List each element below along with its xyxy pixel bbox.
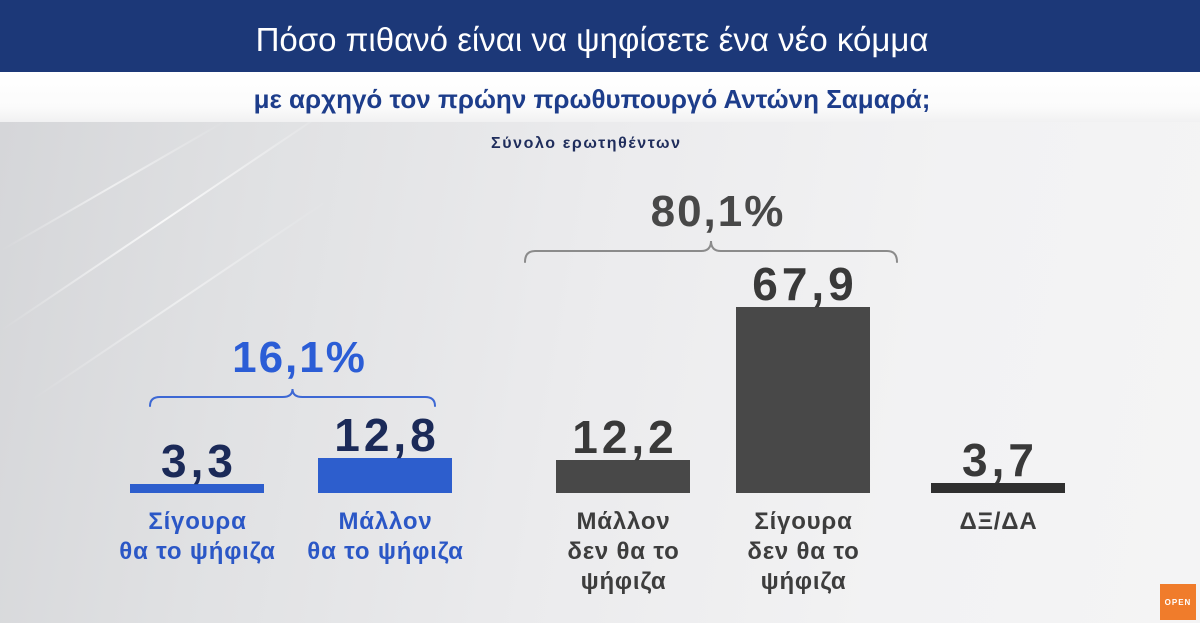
channel-logo: OPEN bbox=[1160, 584, 1196, 620]
chart-subtitle: με αρχηγό τον πρώην πρωθυπουργό Αντώνη Σ… bbox=[253, 84, 931, 114]
title-band: Πόσο πιθανό είναι να ψηφίσετε ένα νέο κό… bbox=[0, 0, 1200, 72]
sample-base-note: Σύνολο ερωτηθέντων bbox=[491, 135, 682, 152]
group-total-label: 80,1% bbox=[650, 187, 786, 236]
bar bbox=[931, 483, 1065, 493]
bar bbox=[556, 460, 690, 493]
bar-value-label: 3,7 bbox=[962, 434, 1038, 486]
category-label: ΔΞ/ΔΑ bbox=[959, 508, 1038, 535]
category-label: Μάλλον δεν θα το ψήφιζα bbox=[567, 508, 680, 595]
chart-title: Πόσο πιθανό είναι να ψηφίσετε ένα νέο κό… bbox=[255, 21, 929, 58]
subtitle-band: με αρχηγό τον πρώην πρωθυπουργό Αντώνη Σ… bbox=[0, 72, 1200, 122]
bar bbox=[736, 307, 870, 493]
group-total-label: 16,1% bbox=[232, 333, 367, 382]
channel-logo-text: OPEN bbox=[1164, 597, 1192, 607]
category-label: Σίγουρα δεν θα το ψήφιζα bbox=[747, 508, 860, 595]
bar bbox=[318, 458, 452, 493]
bar-value-label: 3,3 bbox=[161, 435, 237, 487]
category-label: Μάλλον θα το ψήφιζα bbox=[307, 508, 464, 565]
category-label: Σίγουρα θα το ψήφιζα bbox=[119, 508, 276, 565]
bar bbox=[130, 484, 264, 493]
bar-value-label: 12,8 bbox=[334, 409, 440, 461]
bar-value-label: 67,9 bbox=[752, 258, 858, 310]
bar-value-label: 12,2 bbox=[572, 411, 678, 463]
